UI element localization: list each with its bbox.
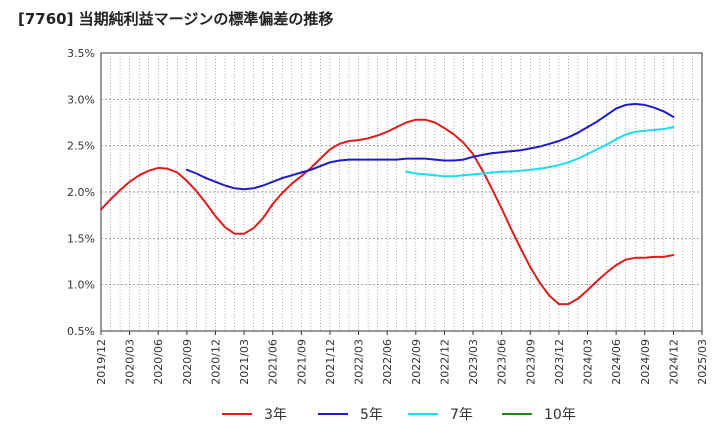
x-tick-label: 2021/03 (238, 339, 251, 385)
series-line-3年 (100, 118, 675, 306)
grid (100, 52, 703, 332)
x-tick-label: 2020/09 (181, 339, 194, 385)
x-tick-label: 2020/03 (124, 339, 137, 385)
x-tick-label: 2024/06 (610, 339, 623, 385)
x-tick-label: 2022/12 (438, 339, 451, 385)
x-tick-label: 2021/09 (295, 339, 308, 385)
x-tick-label: 2023/06 (496, 339, 509, 385)
x-tick-label: 2021/06 (267, 339, 280, 385)
y-tick-label: 3.5% (67, 47, 95, 60)
legend-label: 7年 (450, 407, 473, 423)
series-line-5年 (185, 103, 675, 191)
legend: 3年 5年 7年 10年 (222, 407, 576, 423)
x-tick-label: 2019/12 (95, 339, 108, 385)
legend-label: 3年 (264, 407, 287, 423)
x-tick-label: 2020/12 (209, 339, 222, 385)
x-tick-label: 2024/12 (667, 339, 680, 385)
y-tick-label: 1.0% (67, 279, 95, 292)
x-tick-label: 2023/03 (467, 339, 480, 385)
series-line-7年 (405, 126, 675, 178)
x-tick-label: 2022/06 (381, 339, 394, 385)
x-tick-label: 2023/09 (524, 339, 537, 385)
y-tick-label: 2.5% (67, 140, 95, 153)
x-tick-label: 2024/09 (639, 339, 652, 385)
x-tick-label: 2025/03 (696, 339, 709, 385)
series-lines (100, 103, 675, 306)
y-axis-ticks: 3.5% 3.0% 2.5% 2.0% 1.5% 1.0% 0.5% (67, 47, 95, 338)
x-tick-label: 2024/03 (582, 339, 595, 385)
y-tick-label: 2.0% (67, 186, 95, 199)
x-tick-label: 2022/03 (353, 339, 366, 385)
y-tick-label: 1.5% (67, 232, 95, 245)
x-tick-label: 2021/12 (324, 339, 337, 385)
y-tick-label: 3.0% (67, 93, 95, 106)
chart-title: [7760] 当期純利益マージンの標準偏差の推移 (18, 10, 334, 28)
x-axis-ticks: 2019/12 2020/03 2020/06 2020/09 2020/12 2021/… (95, 331, 709, 385)
legend-label: 10年 (544, 407, 576, 423)
x-tick-label: 2023/12 (553, 339, 566, 385)
y-tick-label: 0.5% (67, 325, 95, 338)
x-tick-label: 2022/09 (410, 339, 423, 385)
legend-label: 5年 (360, 407, 383, 423)
x-tick-label: 2020/06 (152, 339, 165, 385)
